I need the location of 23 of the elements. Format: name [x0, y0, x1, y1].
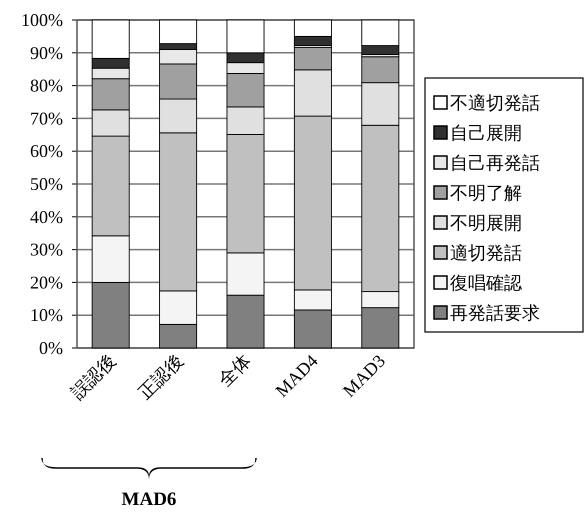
y-tick-label: 0%	[39, 338, 63, 358]
legend-label: 再発話要求	[450, 303, 540, 323]
legend-label: 不明了解	[450, 183, 522, 203]
legend-label: 不明展開	[450, 213, 522, 233]
y-tick-label: 40%	[30, 206, 63, 227]
text: MAD6	[122, 489, 176, 510]
legend-label: 不適切発話	[450, 93, 540, 113]
y-tick-label: 60%	[30, 141, 63, 162]
y-tick-label: 10%	[30, 305, 63, 326]
x-tick-label: 全体	[214, 350, 254, 390]
legend-label: 自己展開	[450, 123, 522, 143]
x-tick-label: 正認後	[134, 350, 187, 404]
y-tick-label: 20%	[30, 272, 63, 292]
y-tick-label: 70%	[30, 108, 63, 128]
x-tick-label: 誤認後	[67, 350, 120, 404]
y-tick-label: 100%	[21, 10, 63, 30]
y-tick-label: 90%	[30, 42, 63, 63]
y-tick-label: 30%	[30, 240, 63, 260]
y-tick-label: 50%	[30, 174, 63, 194]
legend-label: 復唱確認	[450, 273, 522, 293]
legend-label: 自己再発話	[450, 153, 540, 173]
y-tick-label: 80%	[30, 76, 63, 96]
legend-label: 適切発話	[450, 243, 522, 263]
